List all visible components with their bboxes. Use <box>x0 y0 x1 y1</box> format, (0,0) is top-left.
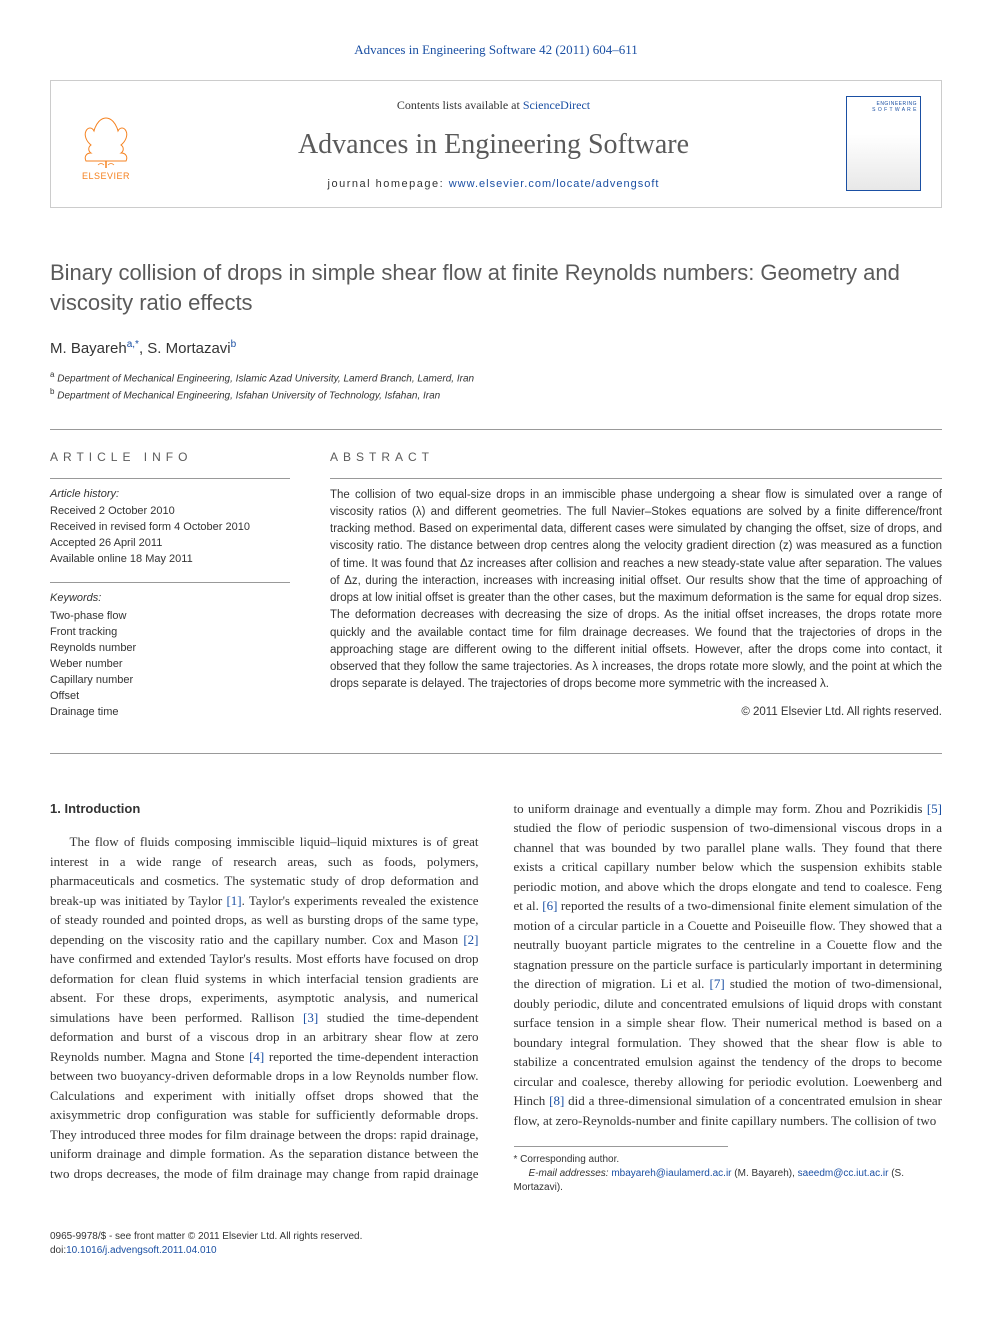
issn-line: 0965-9978/$ - see front matter © 2011 El… <box>50 1230 942 1244</box>
journal-header: ELSEVIER Contents lists available at Sci… <box>50 80 942 209</box>
corresponding-author: * Corresponding author. <box>514 1153 943 1167</box>
keyword: Front tracking <box>50 625 290 641</box>
email-line: E-mail addresses: mbayareh@iaulamerd.ac.… <box>514 1167 943 1195</box>
keyword: Drainage time <box>50 705 290 721</box>
body-columns: 1. Introduction The flow of fluids compo… <box>50 799 942 1196</box>
info-rule-1 <box>50 478 290 479</box>
abstract-copyright: © 2011 Elsevier Ltd. All rights reserved… <box>330 704 942 721</box>
email-1-who: (M. Bayareh), <box>734 1168 795 1179</box>
homepage-link[interactable]: www.elsevier.com/locate/advengsoft <box>449 178 660 190</box>
header-center: Contents lists available at ScienceDirec… <box>161 96 826 193</box>
citation-ref[interactable]: [3] <box>303 1010 318 1025</box>
email-2[interactable]: saeedm@cc.iut.ac.ir <box>798 1168 889 1179</box>
citation-ref[interactable]: [1] <box>226 893 241 908</box>
homepage-line: journal homepage: www.elsevier.com/locat… <box>161 176 826 193</box>
history-line: Accepted 26 April 2011 <box>50 536 290 552</box>
section-1-heading: 1. Introduction <box>50 799 479 819</box>
history-line: Received in revised form 4 October 2010 <box>50 520 290 536</box>
citation-ref[interactable]: [8] <box>549 1093 564 1108</box>
abstract-text: The collision of two equal-size drops in… <box>330 487 942 694</box>
keyword: Two-phase flow <box>50 609 290 625</box>
aff-a-mark: a <box>50 370 54 379</box>
keywords-label: Keywords: <box>50 591 290 607</box>
article-info-col: ARTICLE INFO Article history: Received 2… <box>50 448 290 735</box>
history-label: Article history: <box>50 487 290 503</box>
author-2: S. Mortazavi <box>147 340 230 357</box>
elsevier-logo: ELSEVIER <box>71 104 141 184</box>
journal-cover-thumb: ENGINEERING S O F T W A R E <box>846 96 921 191</box>
footnotes: * Corresponding author. E-mail addresses… <box>514 1153 943 1195</box>
article-history-block: Article history: Received 2 October 2010… <box>50 487 290 569</box>
homepage-prefix: journal homepage: <box>328 178 449 190</box>
author-line: M. Bayareha,*, S. Mortazavib <box>50 337 942 361</box>
doi-label: doi: <box>50 1245 66 1256</box>
abstract-heading: ABSTRACT <box>330 448 942 466</box>
author-2-mark: b <box>231 339 237 350</box>
affiliation-b: b Department of Mechanical Engineering, … <box>50 386 942 403</box>
citation-ref[interactable]: [7] <box>710 976 725 991</box>
aff-b-mark: b <box>50 387 54 396</box>
citation-ref[interactable]: [2] <box>463 932 478 947</box>
keyword: Reynolds number <box>50 641 290 657</box>
author-1: M. Bayareh <box>50 340 127 357</box>
aff-a-text: Department of Mechanical Engineering, Is… <box>57 373 474 384</box>
cover-line2: S O F T W A R E <box>850 108 917 114</box>
journal-ref[interactable]: Advances in Engineering Software 42 (201… <box>50 40 942 60</box>
abstract-col: ABSTRACT The collision of two equal-size… <box>330 448 942 735</box>
history-line: Available online 18 May 2011 <box>50 552 290 568</box>
citation-ref[interactable]: [5] <box>927 801 942 816</box>
contents-prefix: Contents lists available at <box>397 98 523 112</box>
section-1-para: The flow of fluids composing immiscible … <box>50 799 942 1196</box>
citation-ref[interactable]: [4] <box>249 1049 264 1064</box>
bottom-bar: 0965-9978/$ - see front matter © 2011 El… <box>50 1230 942 1258</box>
email-1[interactable]: mbayareh@iaulamerd.ac.ir <box>611 1168 731 1179</box>
abstract-rule <box>330 478 942 479</box>
footnote-block: * Corresponding author. E-mail addresses… <box>514 1146 943 1195</box>
author-1-mark: a,* <box>127 339 139 350</box>
footnote-rule <box>514 1146 728 1147</box>
affiliations: a Department of Mechanical Engineering, … <box>50 369 942 404</box>
elsevier-label: ELSEVIER <box>82 170 130 184</box>
elsevier-tree-icon <box>76 113 136 168</box>
keyword: Capillary number <box>50 673 290 689</box>
info-abstract-row: ARTICLE INFO Article history: Received 2… <box>50 448 942 735</box>
keyword: Offset <box>50 689 290 705</box>
citation-ref[interactable]: [6] <box>542 898 557 913</box>
info-rule-2 <box>50 582 290 583</box>
article-title: Binary collision of drops in simple shea… <box>50 258 942 317</box>
keyword: Weber number <box>50 657 290 673</box>
keywords-block: Keywords: Two-phase flow Front tracking … <box>50 591 290 721</box>
affiliation-a: a Department of Mechanical Engineering, … <box>50 369 942 386</box>
article-info-heading: ARTICLE INFO <box>50 448 290 466</box>
top-rule <box>50 429 942 430</box>
bottom-rule <box>50 753 942 754</box>
history-line: Received 2 October 2010 <box>50 504 290 520</box>
aff-b-text: Department of Mechanical Engineering, Is… <box>57 391 440 402</box>
sciencedirect-link[interactable]: ScienceDirect <box>523 98 590 112</box>
contents-line: Contents lists available at ScienceDirec… <box>161 96 826 114</box>
email-label: E-mail addresses: <box>529 1168 609 1179</box>
doi-link[interactable]: 10.1016/j.advengsoft.2011.04.010 <box>66 1245 217 1256</box>
journal-name: Advances in Engineering Software <box>161 124 826 166</box>
doi-line: doi:10.1016/j.advengsoft.2011.04.010 <box>50 1244 942 1258</box>
